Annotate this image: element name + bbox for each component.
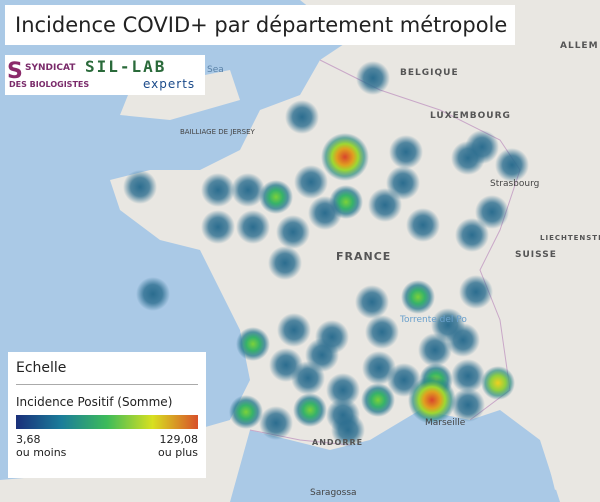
heat-spot (406, 208, 440, 242)
heat-spot (368, 188, 402, 222)
heat-spot (231, 173, 265, 207)
heat-spot (321, 133, 369, 181)
heat-spot (268, 246, 302, 280)
logo-text: DES BIOLOGISTES (9, 80, 90, 89)
legend-ends: 3,68 ou moins 129,08 ou plus (16, 433, 198, 459)
heat-spot (277, 313, 311, 347)
border (319, 59, 521, 421)
logo-text: SIL-LAB (85, 57, 167, 76)
heat-spot (236, 210, 270, 244)
heat-spot (451, 388, 485, 422)
heat-spot (285, 100, 319, 134)
heat-spot (236, 327, 270, 361)
heat-spot (276, 215, 310, 249)
title-box: Incidence COVID+ par département métropo… (5, 5, 515, 77)
logo-text: SYNDICAT (25, 63, 76, 73)
heat-spot (459, 275, 493, 309)
logo-mark: S (7, 59, 23, 84)
heat-spot (331, 413, 365, 447)
heat-spot (308, 196, 342, 230)
map-label: ALLEM (560, 41, 599, 51)
heat-spot (475, 195, 509, 229)
min-note: ou moins (16, 446, 67, 459)
heat-spot (465, 130, 499, 164)
heat-spot (136, 277, 170, 311)
legend-measure: Incidence Positif (Somme) (16, 395, 173, 409)
heat-spot (326, 373, 360, 407)
heat-spot (361, 383, 395, 417)
map-label: Strasbourg (490, 179, 539, 189)
heat-spot (408, 376, 456, 424)
heat-spot (201, 210, 235, 244)
max-value: 129,08 (159, 433, 199, 446)
heat-layer (123, 61, 529, 447)
map-label: LIECHTENSTEIN (540, 234, 600, 242)
heat-spot (201, 173, 235, 207)
legend-min: 3,68 ou moins (16, 433, 66, 459)
map-label: Saragossa (310, 488, 357, 498)
map-label: SUISSE (515, 250, 557, 260)
heat-spot (123, 170, 157, 204)
heat-spot (259, 406, 293, 440)
map-label: Sea (207, 65, 224, 75)
color-ramp (16, 415, 198, 429)
legend-max: 129,08 ou plus (158, 433, 198, 459)
legend: Echelle Incidence Positif (Somme) 3,68 ou… (8, 352, 206, 478)
heat-spot (389, 135, 423, 169)
min-value: 3,68 (16, 433, 41, 446)
heat-spot (356, 61, 390, 95)
land (540, 420, 580, 490)
heat-spot (451, 359, 485, 393)
land (120, 70, 240, 120)
heat-spot (446, 323, 480, 357)
map-label: Marseille (425, 418, 466, 428)
map-label: Torrente del Po (399, 315, 467, 325)
heat-spot (365, 315, 399, 349)
heat-spot (418, 333, 452, 367)
heat-spot (455, 218, 489, 252)
logo-text: experts (143, 77, 196, 91)
heat-spot (259, 180, 293, 214)
heat-spot (229, 395, 263, 429)
heat-spot (293, 393, 327, 427)
map-label: ANDORRE (312, 438, 363, 447)
legend-title: Echelle (16, 360, 198, 385)
map-label: BAILLIAGE DE JERSEY (180, 128, 256, 136)
map-label: BELGIQUE (400, 68, 459, 78)
heat-spot (401, 280, 435, 314)
heat-spot (481, 366, 515, 400)
map-label: FRANCE (336, 250, 391, 263)
logo-box: S SYNDICAT DES BIOLOGISTES SIL-LAB exper… (5, 55, 205, 95)
heat-spot (495, 148, 529, 182)
heat-spot (294, 165, 328, 199)
legend-scale (16, 415, 198, 429)
heat-spot (291, 361, 325, 395)
map-label: LUXEMBOURG (430, 111, 511, 121)
heat-spot (355, 285, 389, 319)
max-note: ou plus (158, 446, 198, 459)
